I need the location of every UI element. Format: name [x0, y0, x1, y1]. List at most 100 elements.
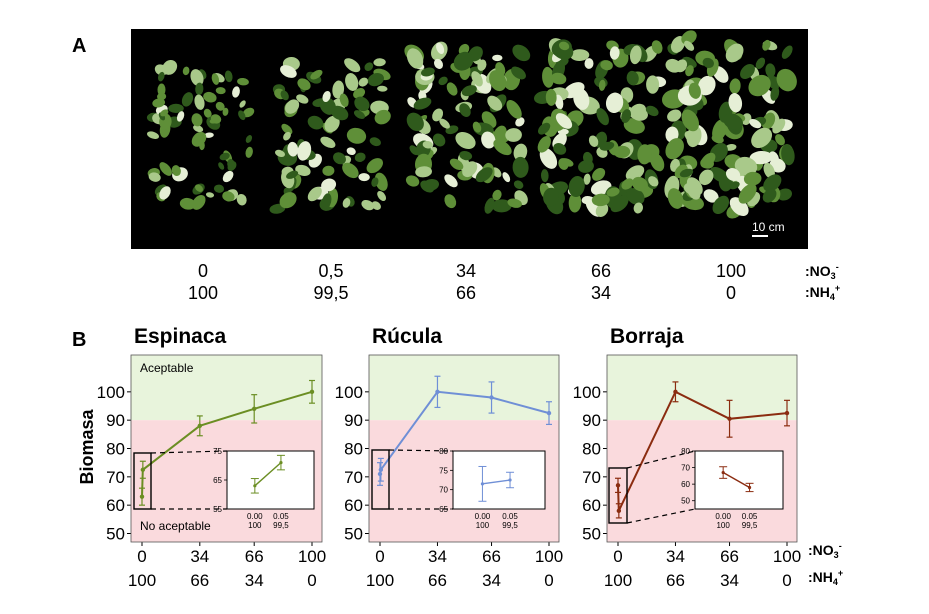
acceptable-zone	[607, 355, 797, 421]
leaf	[762, 39, 771, 51]
leaf	[210, 114, 222, 124]
leaf	[321, 178, 337, 192]
leaf	[645, 105, 659, 117]
leaf	[462, 161, 478, 178]
leaf	[667, 188, 684, 209]
nh4-value: 66	[456, 283, 476, 303]
leaf	[751, 127, 773, 149]
leaf	[633, 202, 643, 214]
leaf	[332, 80, 345, 99]
leaf	[506, 100, 522, 119]
leaf	[459, 150, 473, 161]
inset-x-tick-bottom: 99,5	[273, 521, 289, 530]
leaf	[698, 169, 714, 186]
leaf	[406, 48, 424, 69]
leaf	[147, 131, 159, 139]
leaf	[222, 107, 229, 116]
data-point	[197, 423, 202, 429]
inset-series-line	[482, 479, 511, 485]
y-axis-label: Biomasa	[77, 409, 97, 485]
leaf	[776, 68, 797, 92]
leaf	[570, 49, 590, 62]
leaf	[712, 195, 730, 215]
leaf	[763, 162, 775, 179]
leaf	[725, 43, 744, 63]
leaf	[749, 150, 773, 165]
leaf	[194, 184, 204, 192]
leaf	[700, 152, 716, 168]
leaf	[755, 57, 766, 69]
data-point	[139, 494, 145, 499]
leaf	[148, 172, 161, 182]
leaf	[738, 183, 757, 204]
leaf	[211, 73, 220, 85]
nh4-value: 99,5	[313, 283, 348, 303]
charts: Espinaca Aceptable No aceptable 50 60 70 80 90 1…	[97, 325, 802, 590]
leaf	[218, 162, 225, 170]
leaf	[280, 65, 297, 78]
leaf	[481, 131, 496, 149]
leaf	[762, 188, 777, 203]
leaf	[772, 118, 786, 134]
zone-acceptable-label: Aceptable	[140, 361, 194, 375]
leaf	[157, 83, 166, 97]
y-tick-label: 90	[106, 411, 125, 430]
chart-2: Borraja 50 60 70 80 90 100 0 100 34 66 66 34 100 0 50 60…	[573, 325, 802, 590]
leaf	[358, 173, 370, 182]
inset-x-tick-bottom: 100	[716, 521, 730, 530]
leaf	[648, 176, 659, 187]
inset-y-tick-label: 55	[213, 505, 222, 514]
inset-x-tick-bottom: 100	[476, 521, 490, 530]
leaf	[573, 88, 590, 110]
leaf	[346, 147, 356, 156]
chart-0: Espinaca Aceptable No aceptable 50 60 70 80 90 1…	[97, 325, 327, 590]
leaf	[374, 172, 388, 191]
leaf	[168, 103, 184, 113]
panel-a-no3-label: :NO3-	[805, 262, 839, 281]
plot-frame	[130, 354, 323, 543]
leaf	[698, 75, 716, 96]
leaf	[366, 158, 383, 174]
x-tick-no3: 34	[666, 547, 685, 566]
leaf	[446, 82, 458, 96]
leaf	[285, 99, 300, 114]
inset-data-point	[279, 461, 283, 465]
leaf	[358, 77, 369, 87]
y-tick-label: 60	[344, 496, 363, 515]
y-tick-label: 100	[573, 383, 601, 402]
leaf	[453, 51, 474, 71]
leaf	[743, 171, 762, 186]
leaf	[632, 176, 648, 192]
x-tick-nh4: 0	[544, 571, 553, 590]
inset-frame	[694, 450, 784, 510]
y-tick-label: 70	[582, 468, 601, 487]
svg-text::NH4+: :NH4+	[805, 283, 840, 302]
leaf	[342, 198, 351, 208]
leaf	[322, 90, 331, 103]
leaf	[512, 44, 531, 62]
x-tick-nh4: 34	[482, 571, 501, 590]
y-tick-label: 100	[97, 383, 125, 402]
plant-cluster	[661, 30, 797, 219]
inset-data-point	[253, 484, 257, 488]
x-tick-nh4: 66	[428, 571, 447, 590]
plot-frame	[606, 354, 798, 543]
leaf	[539, 147, 558, 169]
x-tick-nh4: 0	[307, 571, 316, 590]
leaf	[346, 127, 367, 144]
plant-cluster	[146, 59, 255, 210]
leaf	[371, 201, 381, 210]
inset-series-line	[254, 462, 282, 487]
leaf	[203, 91, 217, 103]
leaf	[237, 77, 249, 86]
acceptable-zone	[131, 355, 322, 421]
x-tick-no3: 34	[190, 547, 209, 566]
panel-b-no3-label: :NO3-	[808, 541, 842, 560]
panel-b-nh4-label: :NH4+	[808, 568, 843, 587]
leaf	[584, 58, 594, 69]
leaf	[181, 92, 194, 107]
leaf	[515, 117, 525, 127]
leaf	[507, 198, 522, 208]
